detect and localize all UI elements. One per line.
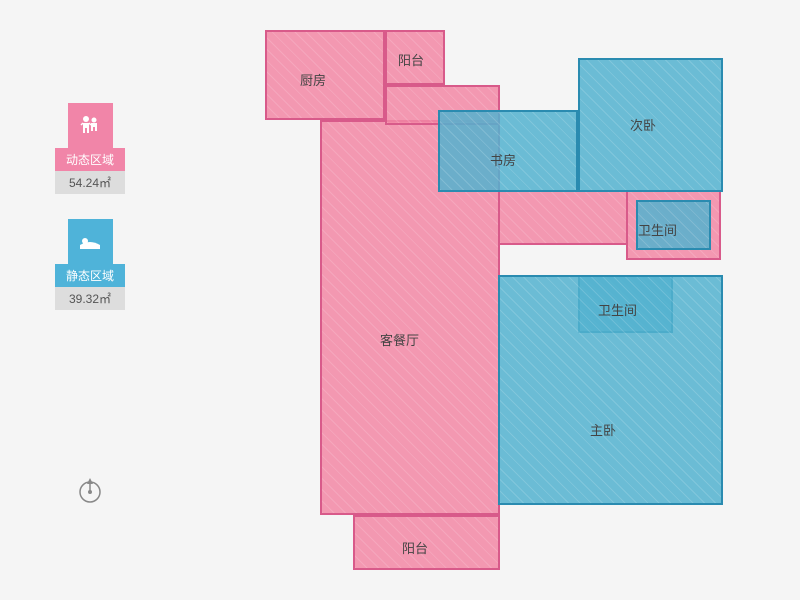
room-label-balcony2: 阳台	[402, 538, 428, 557]
room-label-bedroom2: 次卧	[630, 115, 656, 134]
room-label-kitchen: 厨房	[300, 70, 326, 89]
room-label-bath1: 卫生间	[638, 220, 677, 239]
legend-value-static: 39.32㎡	[55, 287, 125, 310]
people-icon	[68, 103, 113, 148]
room-label-bath2: 卫生间	[598, 300, 637, 319]
legend-item-dynamic: 动态区域 54.24㎡	[55, 103, 125, 194]
room-label-study: 书房	[490, 150, 516, 169]
compass-icon	[75, 475, 105, 505]
legend-label-dynamic: 动态区域	[55, 148, 125, 171]
legend: 动态区域 54.24㎡ 静态区域 39.32㎡	[55, 103, 125, 335]
room-label-balcony1: 阳台	[398, 50, 424, 69]
room-label-bedroom1: 主卧	[590, 420, 616, 439]
floorplan: 厨房阳台客餐厅书房次卧卫生间卫生间主卧阳台	[240, 20, 740, 585]
legend-label-static: 静态区域	[55, 264, 125, 287]
legend-value-dynamic: 54.24㎡	[55, 171, 125, 194]
room-corridor	[498, 190, 628, 245]
room-label-living: 客餐厅	[380, 330, 419, 349]
sleep-icon	[68, 219, 113, 264]
legend-item-static: 静态区域 39.32㎡	[55, 219, 125, 310]
